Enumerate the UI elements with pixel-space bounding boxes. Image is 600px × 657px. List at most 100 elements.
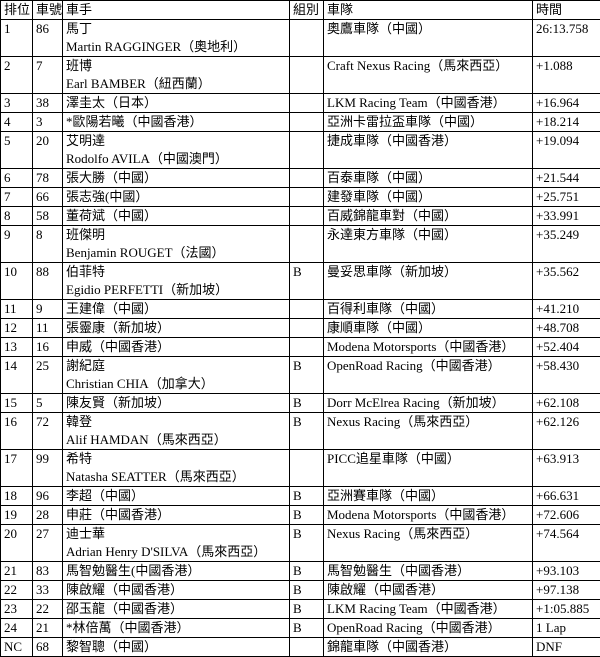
team-cell: Nexus Racing（馬來西亞） — [324, 413, 533, 450]
driver-name-zh: 班博 — [66, 57, 288, 75]
team-cell: OpenRoad Racing（中國香港） — [324, 619, 533, 638]
driver-cell: 李超（中國） — [63, 487, 290, 506]
time-cell: +41.210 — [533, 300, 600, 319]
driver-cell: 邵玉龍（中國香港） — [63, 600, 290, 619]
driver-name-zh: 張大勝（中國） — [66, 169, 288, 187]
time-cell: +63.913 — [533, 450, 600, 487]
time-cell: +93.103 — [533, 562, 600, 581]
car-number-cell: 96 — [33, 487, 63, 506]
driver-name-zh: 班傑明 — [66, 226, 288, 244]
position-cell: 5 — [1, 132, 33, 169]
group-cell — [290, 94, 324, 113]
driver-name-zh: 艾明達 — [66, 132, 288, 150]
driver-cell: 陳啟耀（中國香港） — [63, 581, 290, 600]
position-cell: 6 — [1, 169, 33, 188]
position-cell: 8 — [1, 207, 33, 226]
driver-name-zh: 邵玉龍（中國香港） — [66, 600, 288, 618]
position-cell: 24 — [1, 619, 33, 638]
position-cell: 15 — [1, 394, 33, 413]
group-cell: B — [290, 487, 324, 506]
driver-cell: 申威（中國香港） — [63, 338, 290, 357]
position-cell: 14 — [1, 357, 33, 394]
driver-name-en: Martin RAGGINGER（奧地利） — [66, 38, 288, 56]
group-cell: B — [290, 600, 324, 619]
position-cell: 21 — [1, 562, 33, 581]
group-cell: B — [290, 562, 324, 581]
driver-name-zh: *歐陽若曦（中國香港） — [66, 113, 288, 131]
driver-name-en: Alif HAMDAN（馬來西亞） — [66, 431, 288, 449]
car-number-cell: 38 — [33, 94, 63, 113]
driver-name-zh: 迪士華 — [66, 525, 288, 543]
team-cell: LKM Racing Team（中國香港） — [324, 94, 533, 113]
car-number-cell: 3 — [33, 113, 63, 132]
driver-name-zh: 伯菲特 — [66, 263, 288, 281]
header-team: 車隊 — [324, 1, 533, 20]
driver-name-zh: 韓登 — [66, 413, 288, 431]
driver-cell: 申莊（中國香港） — [63, 506, 290, 525]
time-cell: +97.138 — [533, 581, 600, 600]
group-cell — [290, 300, 324, 319]
driver-name-en: Earl BAMBER（紐西蘭） — [66, 75, 288, 93]
driver-name-zh: 陳友賢（新加坡） — [66, 394, 288, 412]
time-cell: +19.094 — [533, 132, 600, 169]
team-cell: 百得利車隊（中國） — [324, 300, 533, 319]
driver-name-zh: 申威（中國香港） — [66, 338, 288, 356]
group-cell — [290, 132, 324, 169]
group-cell: B — [290, 357, 324, 394]
driver-name-en: Rodolfo AVILA（中國澳門） — [66, 150, 288, 168]
group-cell — [290, 169, 324, 188]
time-cell: +48.708 — [533, 319, 600, 338]
group-cell — [290, 20, 324, 57]
time-cell: +62.108 — [533, 394, 600, 413]
group-cell: B — [290, 263, 324, 300]
car-number-cell: 11 — [33, 319, 63, 338]
time-cell: +35.562 — [533, 263, 600, 300]
team-cell: Dorr McElrea Racing（新加坡） — [324, 394, 533, 413]
team-cell: 百威錦龍車對（中國） — [324, 207, 533, 226]
group-cell: B — [290, 506, 324, 525]
driver-name-zh: 謝紀庭 — [66, 357, 288, 375]
driver-cell: 澤圭太（日本） — [63, 94, 290, 113]
group-cell — [290, 207, 324, 226]
car-number-cell: 16 — [33, 338, 63, 357]
team-cell: PICC追星車隊（中國） — [324, 450, 533, 487]
time-cell: +33.991 — [533, 207, 600, 226]
position-cell: 19 — [1, 506, 33, 525]
team-cell: 奧鷹車隊（中國） — [324, 20, 533, 57]
team-cell: 百泰車隊（中國） — [324, 169, 533, 188]
header-group: 組別 — [290, 1, 324, 20]
group-cell: B — [290, 581, 324, 600]
driver-name-zh: *林倍萬（中國香港） — [66, 619, 288, 637]
position-cell: 7 — [1, 188, 33, 207]
position-cell: 3 — [1, 94, 33, 113]
driver-cell: 馬智勉醫生(中國香港） — [63, 562, 290, 581]
position-cell: 13 — [1, 338, 33, 357]
driver-name-en: Adrian Henry D'SILVA（馬來西亞） — [66, 543, 288, 561]
car-number-cell: 28 — [33, 506, 63, 525]
group-cell — [290, 226, 324, 263]
time-cell: +66.631 — [533, 487, 600, 506]
team-cell: Craft Nexus Racing（馬來西亞） — [324, 57, 533, 94]
driver-name-en: Egidio PERFETTI（新加坡） — [66, 281, 288, 299]
time-cell: +21.544 — [533, 169, 600, 188]
group-cell — [290, 57, 324, 94]
driver-name-zh: 王建偉（中國） — [66, 300, 288, 318]
header-row: 排位 車號 車手 組別 車隊 時間 — [1, 1, 600, 20]
position-cell: 2 — [1, 57, 33, 94]
